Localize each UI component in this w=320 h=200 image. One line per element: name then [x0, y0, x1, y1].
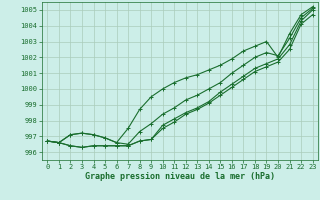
X-axis label: Graphe pression niveau de la mer (hPa): Graphe pression niveau de la mer (hPa): [85, 172, 275, 181]
